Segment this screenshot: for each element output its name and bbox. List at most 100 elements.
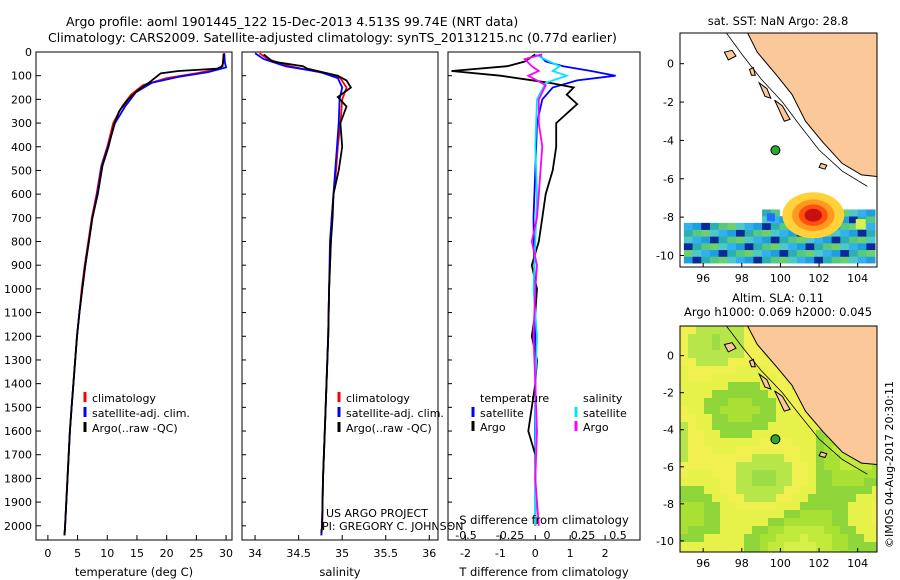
sst-cell <box>814 243 824 251</box>
sst-cell <box>840 216 850 224</box>
sla-cell <box>712 526 721 535</box>
sst-cell <box>701 243 711 251</box>
sla-cell <box>792 478 801 487</box>
sla-cell <box>768 462 777 471</box>
sla-cell <box>808 510 817 519</box>
sla-cell <box>784 534 793 543</box>
x-tick-label: 0 <box>44 547 51 560</box>
sla-cell <box>792 470 801 479</box>
sla-cell <box>752 350 761 359</box>
sla-cell <box>784 550 793 552</box>
sla-cell <box>760 486 769 495</box>
sla-cell <box>776 438 785 447</box>
sla-cell <box>864 470 873 479</box>
sla-cell <box>704 550 713 552</box>
sla-cell <box>688 478 697 487</box>
sla-cell <box>704 502 713 511</box>
sla-cell <box>760 550 769 552</box>
sst-cell <box>762 209 772 217</box>
sst-cell <box>683 236 693 244</box>
sst-cell <box>744 243 754 251</box>
sla-cell <box>832 462 841 471</box>
x-tick-label: -2 <box>460 547 471 560</box>
sla-cell <box>736 430 745 439</box>
sla-cell <box>720 494 729 503</box>
sla-cell <box>688 342 697 351</box>
sla-cell <box>800 462 809 471</box>
sla-cell <box>792 454 801 463</box>
sla-cell <box>848 462 857 471</box>
sla-cell <box>752 430 761 439</box>
sla-cell <box>816 510 825 519</box>
sla-cell <box>688 358 697 367</box>
sla-cell <box>688 494 697 503</box>
sla-cell <box>704 526 713 535</box>
series-line-climatology <box>63 53 225 536</box>
sla-cell <box>800 542 809 551</box>
sla-cell <box>776 382 785 391</box>
sla-cell <box>792 422 801 431</box>
sla-cell <box>720 382 729 391</box>
legend-entry: Argo <box>480 421 506 434</box>
sst-cell <box>762 249 772 257</box>
y-tick-label: 1000 <box>4 283 32 296</box>
sla-cell <box>736 438 745 447</box>
sla-cell <box>752 358 761 367</box>
sla-cell <box>728 494 737 503</box>
sla-cell <box>800 526 809 535</box>
sla-cell <box>680 438 689 447</box>
island <box>723 49 737 61</box>
sst-cell <box>753 229 763 237</box>
sst-cell <box>788 249 798 257</box>
sla-cell <box>720 390 729 399</box>
sst-cell <box>762 216 772 224</box>
sla-cell <box>752 342 761 351</box>
sst-cell <box>840 256 850 264</box>
sla-cell <box>808 438 817 447</box>
sla-cell <box>720 454 729 463</box>
sst-cell <box>814 249 824 257</box>
sla-cell <box>768 518 777 527</box>
sst-cell <box>736 256 746 264</box>
sla-cell <box>744 374 753 383</box>
sla-cell <box>688 438 697 447</box>
sla-cell <box>872 526 877 535</box>
sla-cell <box>792 518 801 527</box>
sst-cell <box>683 222 693 230</box>
sla-cell <box>704 542 713 551</box>
x-tick-label: 36 <box>422 547 436 560</box>
sla-cell <box>720 502 729 511</box>
sla-cell <box>680 462 689 471</box>
map-y-tick-label: 0 <box>667 350 674 363</box>
sla-cell <box>752 422 761 431</box>
legend-entry: Argo(..raw -QC) <box>92 422 178 435</box>
sla-cell <box>720 366 729 375</box>
sst-cell <box>727 236 737 244</box>
sst-cell <box>736 243 746 251</box>
sst-cell <box>744 236 754 244</box>
sla-cell <box>832 454 841 463</box>
sla-cell <box>768 454 777 463</box>
y-tick-label: 500 <box>11 164 32 177</box>
sst-cell <box>866 229 876 237</box>
sla-cell <box>840 494 849 503</box>
island <box>818 451 828 459</box>
sla-cell <box>816 478 825 487</box>
sla-cell <box>688 326 697 335</box>
sla-cell <box>864 494 873 503</box>
sla-cell <box>744 446 753 455</box>
sla-cell <box>808 494 817 503</box>
sla-cell <box>784 502 793 511</box>
sla-cell <box>760 366 769 375</box>
sst-cell <box>762 222 772 230</box>
x-axis-label: salinity <box>319 565 360 579</box>
x-tick-label: 15 <box>130 547 144 560</box>
sla-cell <box>680 422 689 431</box>
sla-cell <box>696 542 705 551</box>
sla-cell <box>696 438 705 447</box>
sla-cell <box>736 478 745 487</box>
sla-cell <box>808 446 817 455</box>
sla-cell <box>840 502 849 511</box>
sla-cell <box>736 326 745 335</box>
